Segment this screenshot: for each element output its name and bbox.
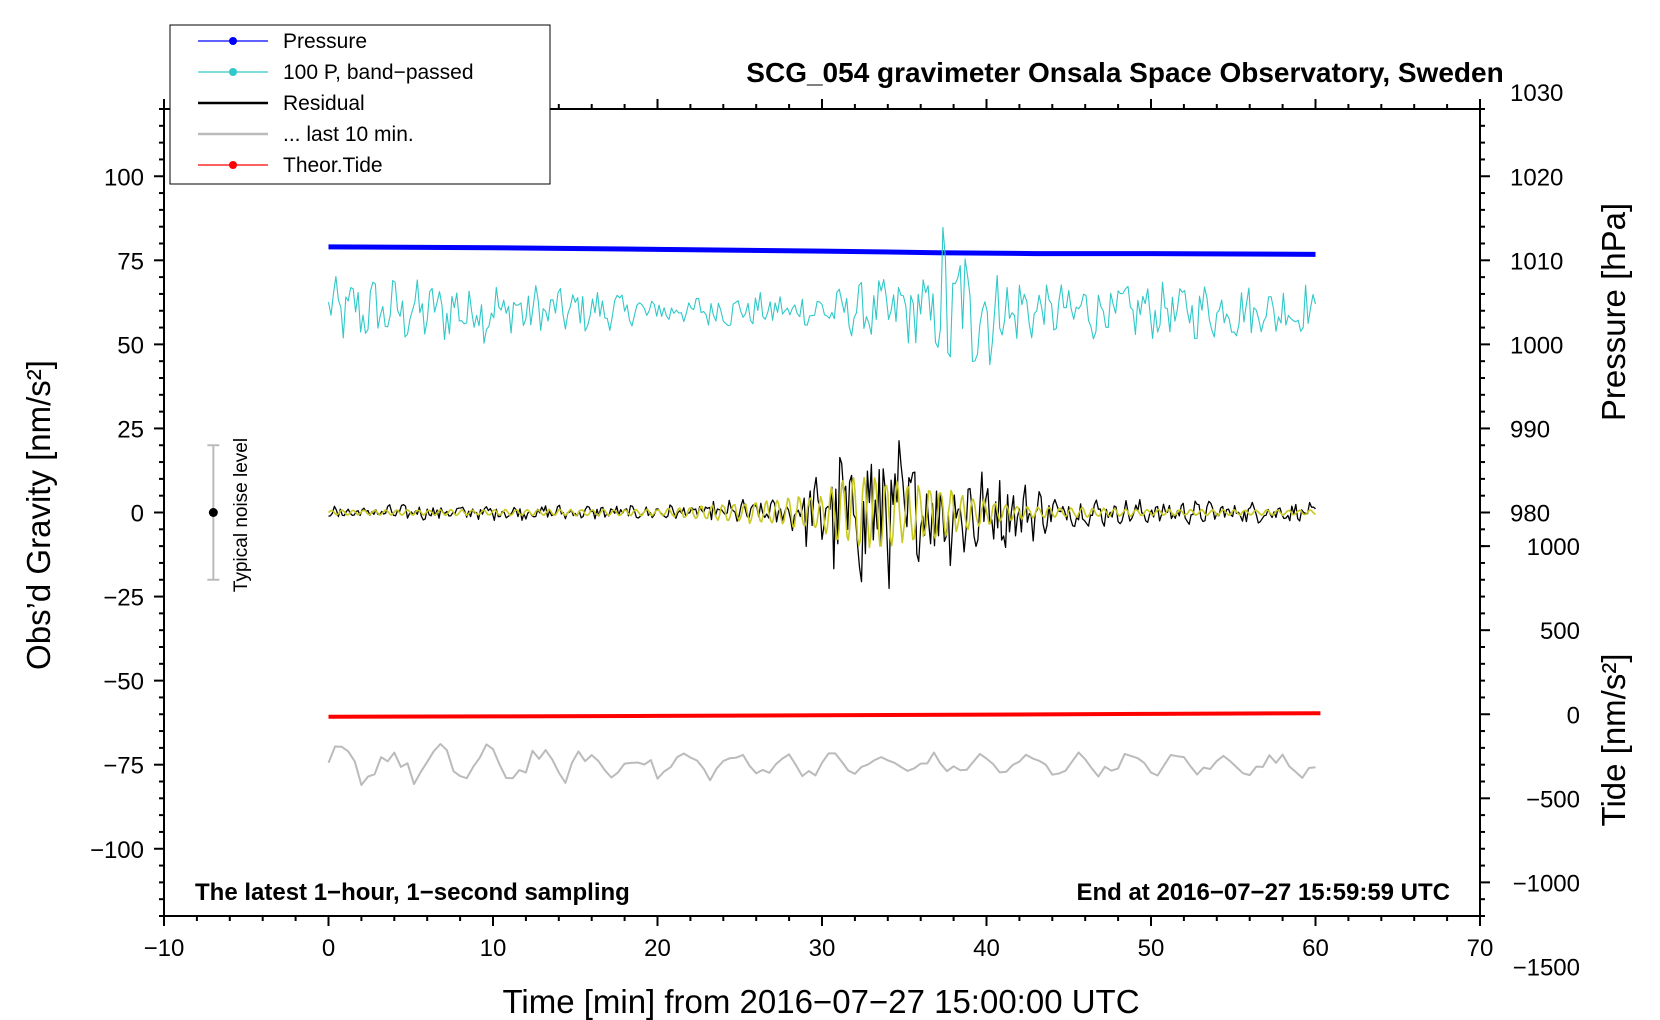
y-left-tick-label: 100 — [104, 164, 144, 191]
y-left-tick-label: 25 — [117, 416, 144, 443]
tide-tick-label: −1500 — [1513, 954, 1580, 981]
x-tick-label: 0 — [322, 935, 335, 962]
pressure-tick-label: 1000 — [1510, 332, 1563, 359]
y-axis-title-tide: Tide [nm/s²] — [1595, 654, 1632, 827]
y-left-tick-label: −50 — [103, 669, 144, 696]
tide-tick-label: −500 — [1526, 786, 1580, 813]
x-tick-label: 20 — [644, 935, 671, 962]
x-tick-label: 40 — [973, 935, 1000, 962]
legend-label: Residual — [283, 92, 365, 115]
series-line-2 — [328, 440, 1316, 590]
legend-label: Pressure — [283, 30, 367, 53]
note-end-time: End at 2016−07−27 15:59:59 UTC — [1076, 879, 1450, 906]
pressure-tick-label: 980 — [1510, 501, 1550, 528]
noise-level-bar — [207, 444, 220, 581]
x-tick-label: 10 — [480, 935, 507, 962]
series-line-5 — [327, 476, 1316, 549]
y-left-tick-label: −75 — [103, 753, 144, 780]
plot-area — [327, 226, 1321, 786]
pressure-tick-label: 1010 — [1510, 248, 1563, 275]
y-axis-title-pressure: Pressure [hPa] — [1595, 203, 1632, 421]
chart-title: SCG_054 gravimeter Onsala Space Observat… — [746, 57, 1503, 88]
y-left-tick-label: 50 — [117, 332, 144, 359]
y-left-tick-label: 75 — [117, 248, 144, 275]
x-axis-title: Time [min] from 2016−07−27 15:00:00 UTC — [502, 983, 1139, 1020]
y-left-tick-label: −25 — [103, 585, 144, 612]
legend-label: Theor.Tide — [283, 154, 383, 177]
legend-label: ... last 10 min. — [283, 123, 414, 146]
x-tick-label: 30 — [809, 935, 836, 962]
x-tick-label: 70 — [1467, 935, 1494, 962]
series-line-4 — [328, 711, 1321, 719]
axis-tick-labels: −10 0 10 20 30 40 50 60 701007550250−25−50−75−10… — [90, 80, 1580, 981]
noise-level-label: Typical noise level — [231, 438, 252, 592]
legend: Pressure 100 P, band−passed Residual ... la… — [169, 24, 551, 185]
axis-ticks — [154, 99, 1490, 926]
pressure-tick-label: 990 — [1510, 416, 1550, 443]
legend-box — [169, 24, 551, 185]
y-left-tick-label: 0 — [131, 501, 144, 528]
series-line-1 — [327, 226, 1317, 366]
y-axis-title-left: Obs’d Gravity [nm/s²] — [20, 360, 57, 670]
noise-bar-center — [208, 508, 218, 517]
x-tick-label: 50 — [1138, 935, 1165, 962]
legend-swatch-marker — [229, 68, 237, 76]
tide-tick-label: 0 — [1567, 702, 1580, 729]
legend-label: 100 P, band−passed — [283, 61, 474, 84]
tide-tick-label: 500 — [1540, 618, 1580, 645]
tide-tick-label: −1000 — [1513, 870, 1580, 897]
note-sampling: The latest 1−hour, 1−second sampling — [195, 879, 630, 906]
x-tick-label: 60 — [1302, 935, 1329, 962]
pressure-tick-label: 1020 — [1510, 164, 1563, 191]
pressure-tick-label: 1030 — [1510, 80, 1563, 107]
series-line-3 — [327, 743, 1316, 786]
legend-swatch-marker — [229, 161, 237, 169]
y-left-tick-label: −100 — [90, 837, 144, 864]
tide-tick-label: 1000 — [1527, 534, 1580, 561]
legend-swatch-marker — [229, 37, 237, 45]
x-tick-label: −10 — [144, 935, 185, 962]
series-line-0 — [328, 244, 1316, 257]
